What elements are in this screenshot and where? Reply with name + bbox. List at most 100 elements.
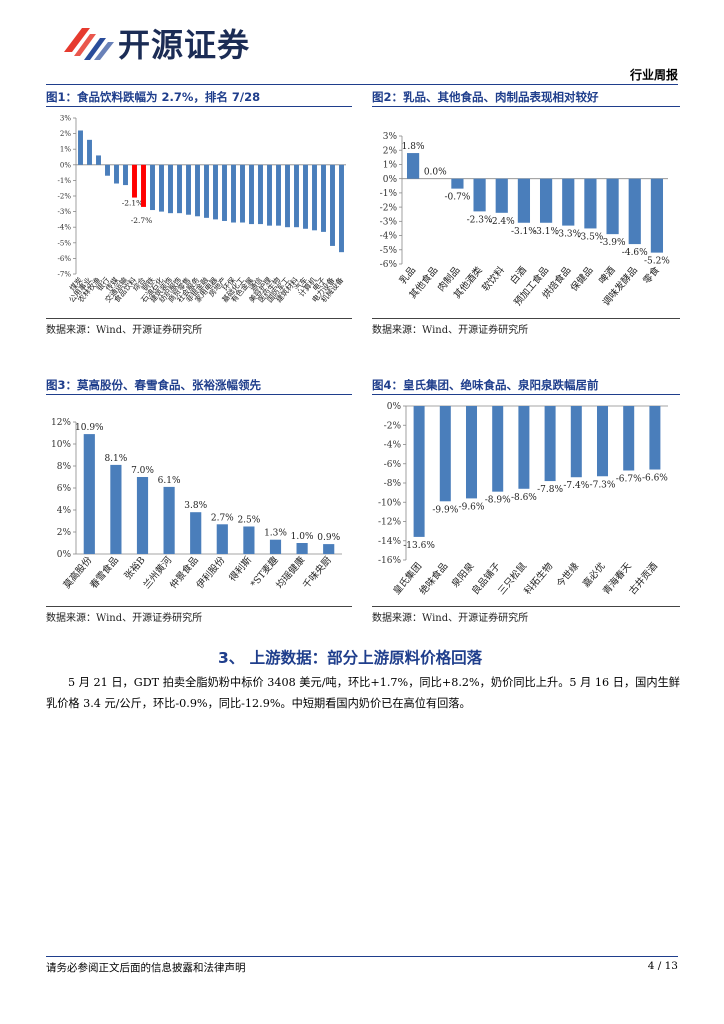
data-label: -2.7%	[131, 216, 153, 225]
bar	[606, 178, 619, 235]
data-label: -7.8%	[537, 485, 563, 495]
category-label: 得利斯	[227, 554, 255, 584]
data-label: -5.2%	[644, 257, 670, 267]
figure-4-title: 图4：皇氏集团、绝味食品、泉阳泉跌幅居前	[372, 378, 599, 392]
bar	[141, 164, 146, 207]
y-tick-label: 2%	[60, 130, 71, 138]
data-label: -3.5%	[577, 232, 603, 242]
bar	[628, 178, 641, 245]
figure-4-source: 数据来源：Wind、开源证券研究所	[372, 613, 529, 624]
y-tick-label: 0%	[60, 161, 71, 169]
figure-3-source-rule	[46, 606, 352, 607]
bar	[517, 178, 531, 223]
y-tick-label: 1%	[383, 161, 398, 171]
data-label: -8.9%	[485, 496, 511, 506]
data-label: 0.0%	[424, 168, 447, 178]
data-label: -9.6%	[459, 502, 485, 512]
bar	[276, 164, 281, 226]
bar	[243, 526, 255, 554]
data-label: -4.6%	[622, 248, 648, 258]
bar	[544, 406, 556, 482]
y-tick-label: 6%	[57, 484, 72, 494]
figure-1-title: 图1：食品饮料跌幅为 2.7%，排名 7/28	[46, 90, 261, 104]
bar	[204, 164, 209, 218]
brand-name: 开源证券	[118, 26, 251, 64]
y-tick-label: -2%	[380, 203, 398, 213]
bar	[267, 164, 272, 226]
bar	[584, 178, 597, 229]
chart-1: 3%2%1%0%-1%-2%-3%-4%-5%-6%-7%煤炭公用事业农林牧渔银…	[58, 114, 346, 304]
bar	[163, 486, 175, 554]
chart-3: 12%10%8%6%4%2%0%10.9%莫高股份8.1%春雪食品7.0%张裕B…	[51, 418, 342, 591]
data-label: 1.0%	[291, 532, 314, 542]
bar	[495, 178, 508, 213]
data-label: 1.8%	[402, 142, 425, 152]
bar	[123, 164, 128, 186]
data-label: -3.1%	[511, 227, 537, 237]
y-tick-label: 2%	[57, 528, 72, 538]
category-label: 白酒	[508, 264, 530, 287]
bar	[132, 164, 137, 198]
category-label: 科拓生物	[522, 560, 556, 597]
data-label: -2.4%	[489, 217, 515, 227]
bar	[285, 164, 290, 228]
data-label: -7.3%	[590, 480, 616, 490]
bar	[413, 406, 425, 537]
bar	[136, 477, 149, 554]
bar	[518, 406, 530, 489]
bar	[258, 164, 263, 225]
figure-2-rule	[372, 106, 680, 107]
data-label: 2.5%	[237, 516, 260, 526]
figure-1-rule	[46, 106, 352, 107]
data-label: 3.8%	[184, 501, 207, 511]
data-label: 7.0%	[131, 466, 154, 476]
bar	[330, 164, 335, 246]
y-tick-label: 0%	[383, 175, 398, 185]
bar	[406, 153, 420, 179]
category-label: 软饮料	[479, 264, 507, 294]
bar	[105, 164, 110, 176]
y-tick-label: -12%	[378, 518, 401, 528]
bar	[296, 543, 308, 554]
bar	[539, 178, 553, 223]
y-tick-label: 3%	[60, 114, 71, 122]
bar	[473, 178, 486, 212]
figure-4-rule	[372, 394, 680, 395]
y-tick-label: 1%	[60, 146, 71, 154]
section-paragraph: 5 月 21 日，GDT 拍卖全脂奶粉中标价 3408 美元/吨，环比+1.7%…	[46, 676, 680, 710]
header-rule	[46, 84, 678, 85]
category-label: 伊利股份	[194, 554, 228, 591]
data-label: -6.7%	[616, 474, 642, 484]
bar	[240, 164, 245, 223]
figure-4-source-rule	[372, 606, 680, 607]
bar	[213, 164, 218, 220]
data-label: -2.3%	[467, 215, 493, 225]
bar	[570, 406, 582, 478]
chart-4: 0%-2%-4%-6%-8%-10%-12%-14%-16%-13.6%皇氏集团…	[378, 402, 668, 597]
y-tick-label: 12%	[51, 418, 71, 428]
category-label: 春雪食品	[87, 554, 121, 591]
bar	[96, 155, 101, 165]
y-tick-label: 0%	[57, 550, 72, 560]
y-tick-label: -5%	[380, 246, 398, 256]
data-label: -7.4%	[563, 481, 589, 491]
y-tick-label: 3%	[383, 132, 398, 142]
bar	[87, 139, 92, 165]
chart-2: 3%2%1%0%-1%-2%-3%-4%-5%-6%1.8%乳品0.0%其他食品…	[380, 132, 671, 308]
y-tick-label: 10%	[51, 440, 71, 450]
section-title: 3、 上游数据：部分上游原料价格回落	[218, 649, 483, 667]
category-label: 绝味食品	[417, 560, 451, 597]
bar	[222, 164, 227, 221]
y-tick-label: -5%	[58, 239, 72, 247]
data-label: -2.1%	[122, 199, 144, 208]
y-tick-label: -3%	[58, 208, 72, 216]
y-tick-label: -4%	[380, 232, 398, 242]
bar	[186, 164, 191, 215]
y-tick-label: -2%	[58, 192, 72, 200]
bar	[596, 406, 609, 477]
figure-3-rule	[46, 394, 352, 395]
category-label: 古井贡酒	[626, 560, 660, 597]
figure-2-title: 图2：乳品、其他食品、肉制品表现相对较好	[372, 90, 599, 104]
y-tick-label: -6%	[384, 460, 402, 470]
bar	[231, 164, 236, 223]
